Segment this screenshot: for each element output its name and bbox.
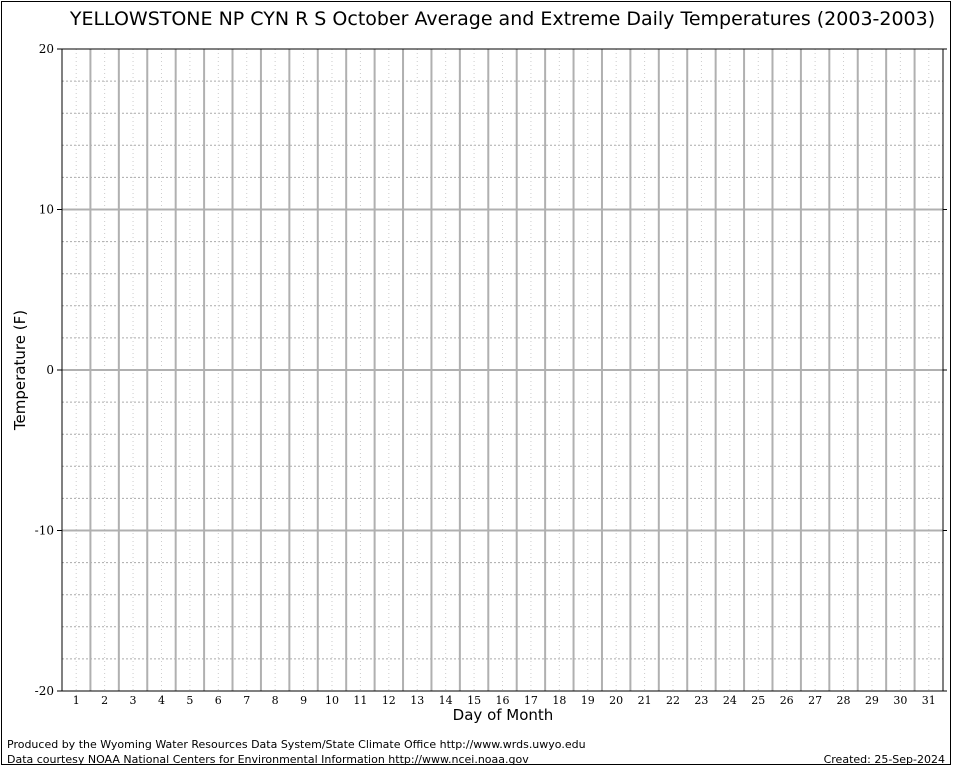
x-tick-label: 21 [638, 694, 652, 707]
x-tick-label: 14 [439, 694, 453, 707]
x-tick-label: 16 [496, 694, 510, 707]
x-tick-label: 27 [808, 694, 822, 707]
y-tick-label: -20 [35, 684, 54, 698]
x-tick-label: 22 [666, 694, 680, 707]
x-tick-label: 9 [300, 694, 307, 707]
x-tick-label: 10 [325, 694, 339, 707]
x-tick-label: 26 [780, 694, 794, 707]
y-axis-label: Temperature (F) [11, 309, 29, 431]
x-tick-label: 29 [865, 694, 879, 707]
x-tick-label: 17 [524, 694, 538, 707]
x-tick-label: 4 [158, 694, 165, 707]
x-tick-label: 12 [382, 694, 396, 707]
x-tick-label: 18 [552, 694, 566, 707]
x-axis-label: Day of Month [452, 706, 554, 724]
x-tick-label: 25 [751, 694, 765, 707]
chart-title: YELLOWSTONE NP CYN R S October Average a… [69, 8, 936, 30]
x-tick-label: 28 [837, 694, 851, 707]
x-tick-label: 7 [243, 694, 250, 707]
footer-data-courtesy: Data courtesy NOAA National Centers for … [7, 753, 529, 766]
x-tick-label: 11 [353, 694, 367, 707]
x-tick-label: 24 [723, 694, 737, 707]
y-tick-label: -10 [35, 524, 54, 538]
x-tick-label: 3 [130, 694, 137, 707]
x-tick-label: 31 [922, 694, 936, 707]
x-tick-label: 19 [581, 694, 595, 707]
x-tick-label: 15 [467, 694, 481, 707]
x-tick-label: 8 [272, 694, 279, 707]
x-tick-label: 6 [215, 694, 222, 707]
x-tick-label: 2 [101, 694, 108, 707]
y-tick-label: 10 [39, 203, 54, 217]
x-tick-label: 30 [893, 694, 907, 707]
y-tick-label: 0 [46, 363, 54, 377]
x-tick-label: 1 [73, 694, 80, 707]
footer-produced-by: Produced by the Wyoming Water Resources … [7, 738, 586, 751]
y-tick-label: 20 [39, 42, 54, 56]
x-tick-label: 20 [609, 694, 623, 707]
x-tick-label: 23 [694, 694, 708, 707]
x-tick-label: 13 [410, 694, 424, 707]
footer-created-date: Created: 25-Sep-2024 [823, 753, 945, 766]
x-tick-label: 5 [186, 694, 193, 707]
